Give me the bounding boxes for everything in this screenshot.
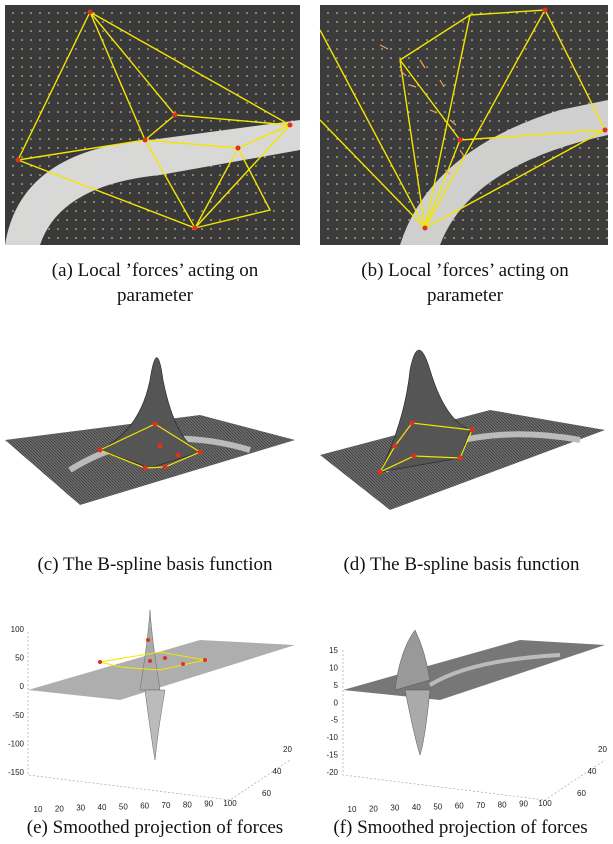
x-tick-label: 100	[223, 799, 237, 808]
z-tick-label: 50	[15, 654, 24, 663]
z-tick-label: 15	[329, 646, 338, 655]
x-tick-label: 90	[519, 800, 528, 809]
caption-label: (b)	[361, 260, 384, 281]
x-tick-label: 60	[455, 802, 464, 811]
caption: (f) Smoothed projection of forces	[308, 815, 613, 840]
z-tick-label: -5	[331, 716, 339, 725]
x-tick-label: 20	[369, 804, 378, 813]
caption-text: Local ’forces’ acting on parameter	[77, 260, 259, 306]
caption: (b) Local ’forces’ acting on parameter	[350, 258, 580, 308]
z-tick-label: -50	[12, 711, 24, 720]
caption-text: Local ’forces’ acting on parameter	[388, 260, 569, 306]
image-d	[320, 349, 605, 510]
caption: (e) Smoothed projection of forces	[0, 815, 310, 840]
x-tick-label: 80	[183, 800, 192, 809]
x-tick-label: 70	[162, 801, 171, 810]
z-tick-label: 0	[20, 682, 25, 691]
x-tick-label: 40	[412, 803, 421, 812]
caption-text: The B-spline basis function	[63, 554, 273, 575]
image-e	[27, 609, 295, 801]
z-tick-label: -100	[8, 739, 25, 748]
y-tick-label: 40	[588, 767, 597, 776]
y-tick-label: 60	[262, 789, 271, 798]
caption: (c) The B-spline basis function	[0, 552, 310, 577]
image-c	[5, 357, 295, 505]
y-tick-label: 20	[598, 745, 607, 754]
z-tick-label: 100	[11, 625, 25, 634]
caption-label: (e)	[26, 817, 48, 838]
z-tick-label: -150	[8, 768, 25, 777]
z-tick-label: 0	[334, 698, 339, 707]
caption-label: (c)	[37, 554, 59, 575]
caption-label: (f)	[333, 817, 353, 838]
x-tick-label: 40	[98, 803, 107, 812]
x-tick-label: 100	[538, 799, 552, 808]
y-tick-label: 60	[577, 789, 586, 798]
x-tick-label: 70	[476, 801, 485, 810]
z-tick-label: -10	[326, 733, 338, 742]
z-tick-label: 5	[334, 681, 339, 690]
image-a	[5, 5, 300, 245]
caption: (a) Local ’forces’ acting on parameter	[40, 258, 270, 308]
x-tick-label: 10	[348, 805, 357, 814]
x-tick-label: 50	[119, 802, 128, 811]
image-b	[319, 5, 608, 245]
x-tick-label: 90	[204, 800, 213, 809]
x-tick-label: 80	[498, 800, 507, 809]
y-tick-label: 20	[283, 745, 292, 754]
y-tick-label: 40	[273, 767, 282, 776]
caption-text: Smoothed projection of forces	[357, 817, 588, 838]
caption: (d) The B-spline basis function	[310, 552, 613, 577]
x-tick-label: 30	[76, 804, 85, 813]
x-tick-label: 20	[55, 804, 64, 813]
caption-text: Smoothed projection of forces	[52, 817, 284, 838]
x-tick-label: 50	[433, 802, 442, 811]
x-tick-label: 30	[390, 804, 399, 813]
x-tick-label: 10	[34, 805, 43, 814]
image-f	[342, 629, 606, 801]
z-tick-label: 10	[329, 663, 338, 672]
z-tick-label: -15	[326, 751, 338, 760]
caption-label: (d)	[343, 554, 366, 575]
x-tick-label: 60	[140, 802, 149, 811]
caption-label: (a)	[51, 260, 73, 281]
caption-text: The B-spline basis function	[370, 554, 580, 575]
z-tick-label: -20	[326, 768, 338, 777]
